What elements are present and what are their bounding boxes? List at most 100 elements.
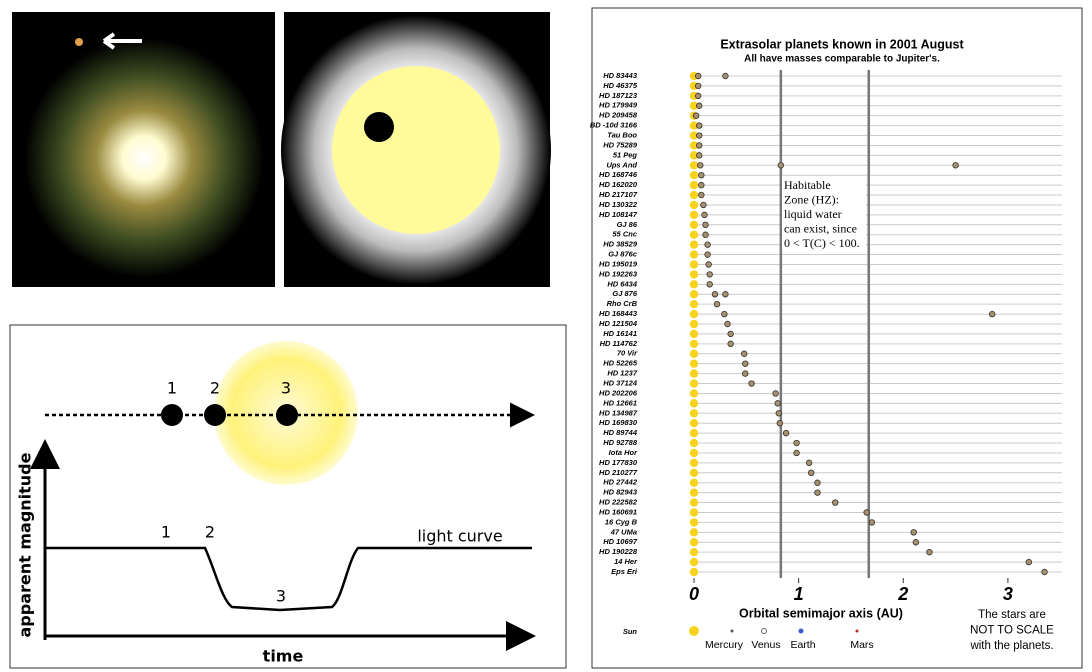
- star: [690, 350, 698, 358]
- star: [690, 439, 698, 447]
- star: [690, 290, 698, 298]
- star-name: 55 Cnc: [612, 230, 637, 239]
- star-name: HD 92788: [603, 438, 638, 447]
- star-disk: [332, 66, 500, 234]
- legend-sun-label: Sun: [623, 627, 638, 636]
- planet: [864, 510, 870, 516]
- star-name: HD 52265: [603, 359, 638, 368]
- star-name: HD 202206: [599, 388, 638, 397]
- curve-point-label: 2: [205, 523, 215, 542]
- star-name: HD 160691: [599, 507, 637, 516]
- star-name: HD 10697: [603, 537, 638, 546]
- star: [690, 558, 698, 566]
- planet: [1042, 569, 1048, 575]
- curve-point-label: 3: [276, 587, 286, 606]
- star: [690, 379, 698, 387]
- legend-planet: [762, 629, 767, 634]
- planet: [728, 331, 734, 337]
- star: [690, 399, 698, 407]
- legend-planet: [856, 630, 859, 633]
- star-name: HD 169830: [599, 418, 638, 427]
- star-name: 51 Peg: [613, 150, 638, 159]
- planet: [806, 460, 812, 466]
- star: [690, 389, 698, 397]
- planet: [693, 113, 699, 119]
- planet: [832, 500, 838, 506]
- star: [690, 300, 698, 308]
- legend-planet-label: Mars: [850, 639, 873, 651]
- star: [690, 548, 698, 556]
- star: [690, 528, 698, 536]
- page: 1 2 3 1 2 3 light curve apparent magnitu…: [0, 0, 1092, 672]
- star: [690, 191, 698, 199]
- planet: [869, 520, 875, 526]
- legend-planet: [731, 630, 734, 633]
- star-name: HD 108147: [599, 210, 638, 219]
- planet: [989, 311, 995, 317]
- star-name: Iota Hor: [609, 448, 638, 457]
- star-name: 47 UMa: [610, 527, 637, 536]
- star-name: Ups And: [606, 160, 637, 169]
- planet: [783, 430, 789, 436]
- planet: [742, 361, 748, 367]
- planet: [707, 282, 713, 288]
- planet: [705, 242, 711, 248]
- star: [690, 459, 698, 467]
- x-tick-label: 0: [689, 584, 699, 604]
- star-name: HD 130322: [599, 200, 638, 209]
- planet: [696, 143, 702, 149]
- chart-subtitle: All have masses comparable to Jupiter's.: [744, 54, 940, 65]
- legend-planet: [799, 629, 804, 634]
- planet: [776, 410, 782, 416]
- planet: [1026, 559, 1032, 565]
- x-tick-label: 1: [794, 584, 804, 604]
- legend-planet-label: Mercury: [705, 639, 744, 651]
- star: [690, 181, 698, 189]
- star: [690, 568, 698, 576]
- star-name: HD 89744: [603, 428, 638, 437]
- star-name: HD 75289: [603, 140, 638, 149]
- x-axis-label: Orbital semimajor axis (AU): [739, 606, 903, 620]
- star-name: HD 16141: [603, 329, 637, 338]
- star-name: HD 46375: [603, 81, 638, 90]
- star-name: HD 222582: [599, 498, 638, 507]
- star: [690, 320, 698, 328]
- star: [690, 330, 698, 338]
- planet: [695, 93, 701, 99]
- star-glow: [24, 38, 264, 278]
- star: [690, 429, 698, 437]
- hz-label: Zone (HZ):: [784, 192, 839, 206]
- planet: [911, 530, 917, 536]
- star: [690, 419, 698, 427]
- planet: [749, 381, 755, 387]
- planet: [161, 404, 183, 426]
- star: [690, 488, 698, 496]
- star-name: Tau Boo: [607, 131, 637, 140]
- planet: [701, 202, 707, 208]
- star: [690, 171, 698, 179]
- planet: [364, 112, 394, 142]
- star-name: HD 27442: [603, 478, 638, 487]
- curve-point-label: 1: [161, 523, 171, 542]
- star-name: HD 209458: [599, 111, 638, 120]
- star-name: HD 38529: [603, 240, 638, 249]
- planet: [728, 341, 734, 347]
- star-name: 14 Her: [614, 557, 638, 566]
- star: [690, 231, 698, 239]
- star-name: HD 82943: [603, 488, 638, 497]
- planet: [696, 133, 702, 139]
- planet: [815, 490, 821, 496]
- planet: [204, 404, 226, 426]
- planet: [699, 172, 705, 178]
- star-name: GJ 876: [612, 289, 637, 298]
- star-name: HD 6434: [607, 279, 637, 288]
- planet: [723, 291, 729, 297]
- planet: [696, 123, 702, 129]
- star-name: HD 217107: [599, 190, 638, 199]
- planet: [794, 440, 800, 446]
- star: [690, 211, 698, 219]
- star-name: Rho CrB: [607, 299, 638, 308]
- planet: [778, 162, 784, 168]
- star-name: HD 134987: [599, 408, 638, 417]
- hz-label: can exist, since: [784, 221, 857, 235]
